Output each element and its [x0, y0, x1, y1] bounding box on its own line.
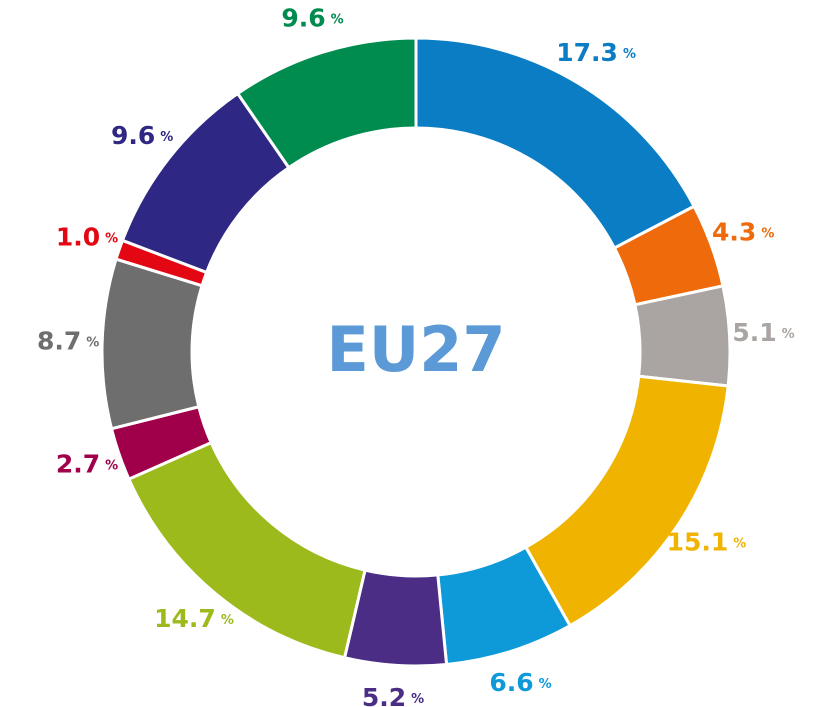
data-label-value: 17.3	[556, 38, 618, 67]
data-label-value: 4.3	[712, 217, 756, 246]
segment	[633, 284, 732, 388]
data-label: 2.7%	[56, 449, 118, 478]
data-label: 8.7%	[37, 327, 99, 356]
data-label-unit: %	[105, 458, 118, 473]
data-label-unit: %	[539, 676, 552, 691]
center-label: EU27	[327, 313, 506, 386]
segment	[523, 374, 730, 628]
data-label: 14.7%	[154, 604, 234, 633]
data-label-value: 1.0	[56, 223, 100, 252]
data-label-value: 9.6	[111, 121, 155, 150]
data-label-value: 8.7	[37, 327, 81, 356]
data-label-unit: %	[105, 231, 118, 246]
segment	[235, 36, 418, 170]
data-label: 5.2%	[362, 683, 424, 707]
data-label: 15.1%	[667, 528, 747, 557]
data-label-unit: %	[782, 326, 795, 341]
data-label-value: 2.7	[56, 449, 100, 478]
data-label: 9.6%	[281, 4, 343, 33]
data-label-unit: %	[733, 536, 746, 551]
data-label-value: 9.6	[281, 4, 325, 33]
data-label-unit: %	[761, 226, 774, 241]
data-label: 6.6%	[489, 668, 551, 697]
data-label-value: 15.1	[667, 528, 729, 557]
data-label-unit: %	[331, 12, 344, 27]
data-label-value: 5.1	[732, 318, 776, 347]
data-label: 9.6%	[111, 121, 173, 150]
segment	[100, 257, 204, 431]
data-label-value: 6.6	[489, 668, 533, 697]
data-label: 17.3%	[556, 38, 636, 67]
data-label-unit: %	[221, 612, 234, 627]
data-label: 4.3%	[712, 217, 774, 246]
data-label: 1.0%	[56, 223, 118, 252]
data-label-value: 14.7	[154, 604, 216, 633]
data-label-unit: %	[160, 130, 173, 145]
data-label-unit: %	[86, 335, 99, 350]
data-label-unit: %	[623, 47, 636, 62]
data-label-value: 5.2	[362, 683, 406, 707]
segment	[414, 36, 697, 251]
data-label: 5.1%	[732, 318, 794, 347]
data-label-unit: %	[411, 692, 424, 707]
